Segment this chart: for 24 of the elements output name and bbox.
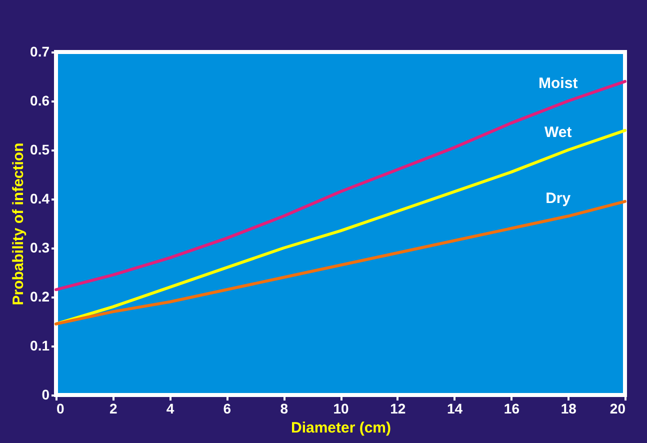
x-tick-label: 4 [166,400,174,416]
x-tick-label: 0 [56,400,64,416]
x-tick-label: 14 [447,400,463,416]
x-axis-title: Diameter (cm) [290,420,392,436]
y-tick-label: 0.7 [30,44,50,60]
y-tick-label: 0.3 [30,240,50,256]
x-tick-label: 18 [560,400,577,416]
y-tick-label: 0.1 [30,338,50,354]
series-label: Moist [538,75,578,92]
y-tick-label: 0.6 [30,92,50,108]
y-tick-label: 0.4 [30,190,50,206]
x-tick-label: 10 [333,400,349,416]
series-label: Wet [544,124,572,141]
x-tick-label: 12 [390,400,406,416]
x-tick-label: 6 [223,400,232,416]
x-tick-label: 16 [504,400,520,416]
y-tick-label: 0 [42,386,50,402]
y-tick-label: 0.5 [30,142,50,158]
y-axis-title: Probability of infection [10,142,28,306]
y-tick-label: 0.2 [30,288,50,304]
x-tick-label: 8 [280,400,288,416]
x-tick-label: 2 [110,400,118,416]
series-label: Dry [546,190,572,208]
x-tick-label: 20 [610,400,626,416]
